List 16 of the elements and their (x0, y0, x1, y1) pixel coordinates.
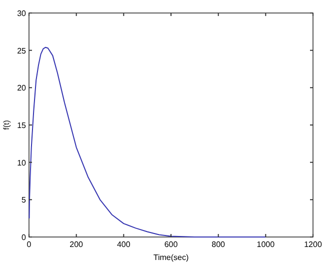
x-tick-label: 800 (212, 240, 226, 249)
x-axis-title: Time(sec) (153, 253, 189, 262)
y-tick-label: 5 (22, 196, 27, 205)
x-tick-label: 200 (70, 240, 84, 249)
y-axis-title: f(t) (2, 120, 11, 130)
y-tick-label: 10 (17, 158, 27, 168)
x-tick-label: 1200 (304, 240, 322, 249)
x-tick-label: 1000 (256, 240, 276, 249)
y-tick-label: 25 (17, 46, 27, 56)
line-series (28, 46, 266, 238)
y-tick-label: 20 (17, 84, 27, 93)
x-tick-label: 600 (164, 240, 178, 249)
y-tick-label: 15 (17, 121, 27, 130)
y-tick-label: 30 (17, 9, 27, 18)
x-tick-label: 400 (116, 240, 131, 249)
y-tick-label: 0 (22, 233, 27, 242)
